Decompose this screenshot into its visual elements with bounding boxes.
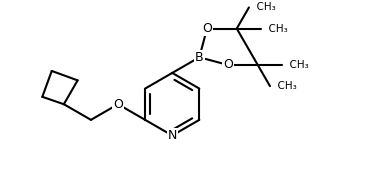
Text: N: N xyxy=(168,129,177,142)
Text: CH₃: CH₃ xyxy=(283,60,309,70)
Text: O: O xyxy=(202,22,212,35)
Text: O: O xyxy=(113,98,123,111)
Text: CH₃: CH₃ xyxy=(250,2,276,12)
Text: O: O xyxy=(223,58,233,71)
Text: CH₃: CH₃ xyxy=(262,24,288,34)
Text: CH₃: CH₃ xyxy=(271,81,297,91)
Text: B: B xyxy=(195,51,204,64)
